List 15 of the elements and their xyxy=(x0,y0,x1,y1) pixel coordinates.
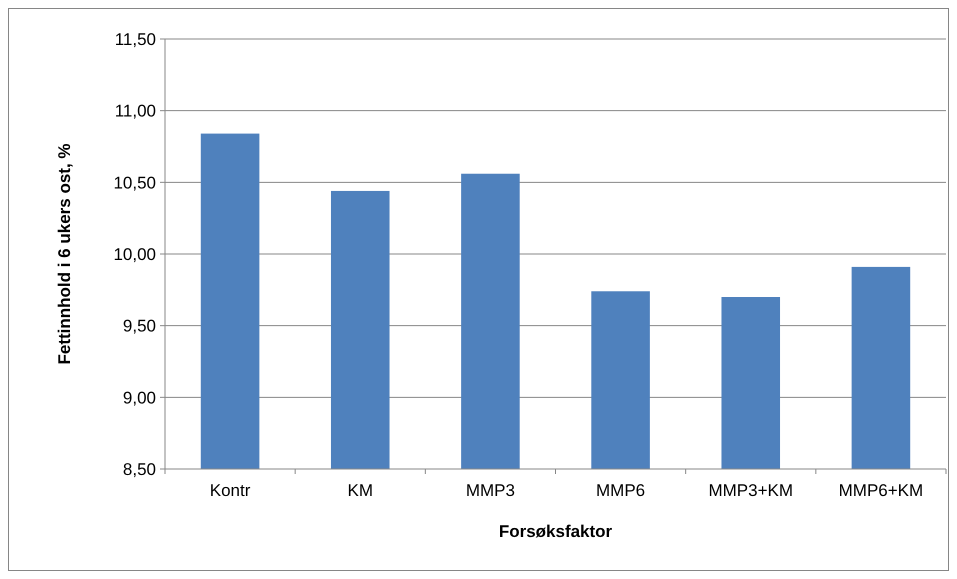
y-tick-label: 8,50 xyxy=(122,460,156,479)
y-tick-label: 11,50 xyxy=(114,30,156,49)
y-tick-label: 10,50 xyxy=(113,173,156,192)
y-axis-title: Fettinnhold i 6 ukers ost, % xyxy=(55,143,74,365)
x-tick-label: Kontr xyxy=(210,481,251,500)
x-tick-label: MMP3 xyxy=(466,481,515,500)
x-tick-label: MMP6 xyxy=(596,481,646,500)
y-tick-label: 10,00 xyxy=(113,244,156,264)
y-tick-label: 11,00 xyxy=(114,102,156,121)
x-tick-label: KM xyxy=(348,481,373,500)
x-tick-label: MMP6+KM xyxy=(838,481,924,500)
y-tick-label: 9,00 xyxy=(122,388,156,408)
x-axis-title: Forsøksfaktor xyxy=(498,522,613,541)
x-tick-label: MMP3+KM xyxy=(708,481,794,500)
y-tick-label: 9,50 xyxy=(122,316,156,336)
